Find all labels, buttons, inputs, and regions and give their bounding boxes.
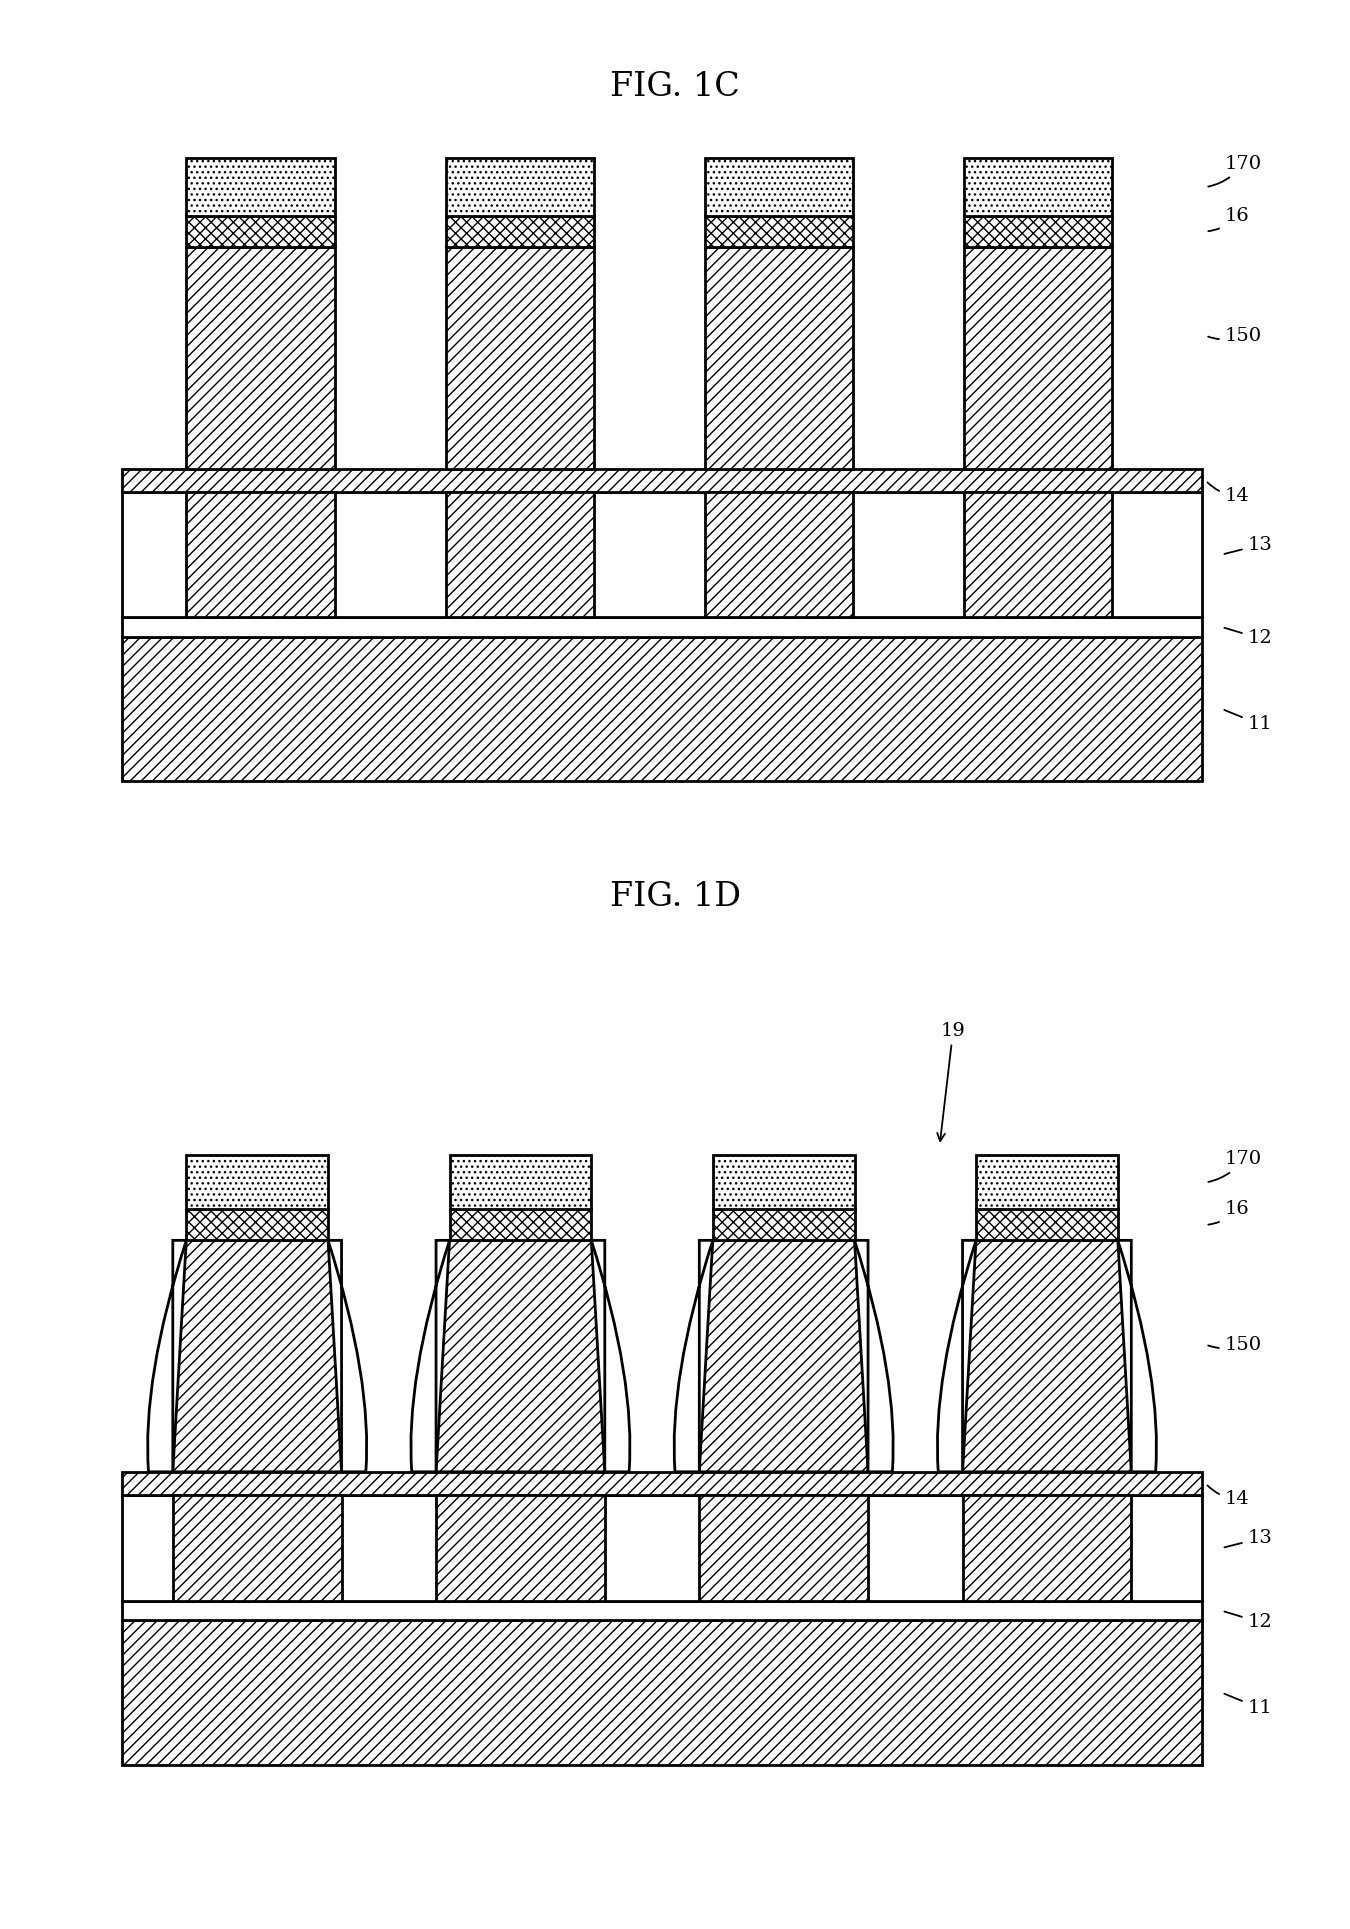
PathPatch shape xyxy=(937,1240,976,1472)
Text: 11: 11 xyxy=(1224,710,1272,733)
Bar xyxy=(122,637,1202,781)
Bar xyxy=(699,1495,868,1601)
PathPatch shape xyxy=(328,1240,367,1472)
Bar xyxy=(976,1155,1118,1209)
Polygon shape xyxy=(436,1240,605,1472)
Text: FIG. 1C: FIG. 1C xyxy=(610,71,740,102)
Text: 13: 13 xyxy=(1224,536,1272,554)
Bar xyxy=(450,1209,591,1240)
Bar xyxy=(964,492,1112,617)
Bar xyxy=(186,247,335,469)
Bar xyxy=(122,1620,1202,1765)
Text: 14: 14 xyxy=(1207,1485,1249,1508)
Bar xyxy=(122,469,1202,492)
Bar xyxy=(436,1495,605,1601)
Bar xyxy=(964,158,1112,216)
Bar xyxy=(446,492,594,617)
Bar xyxy=(705,247,853,469)
Bar xyxy=(446,158,594,216)
Text: 150: 150 xyxy=(1208,1335,1261,1354)
Bar xyxy=(705,158,853,216)
Bar xyxy=(446,247,594,469)
Bar xyxy=(122,617,1202,637)
Text: FIG. 1D: FIG. 1D xyxy=(609,882,741,912)
Text: 14: 14 xyxy=(1207,482,1249,505)
Bar xyxy=(122,1601,1202,1620)
PathPatch shape xyxy=(591,1240,630,1472)
Bar xyxy=(976,1209,1118,1240)
Bar xyxy=(964,216,1112,247)
Bar xyxy=(713,1209,855,1240)
Bar xyxy=(450,1155,591,1209)
Text: 170: 170 xyxy=(1208,154,1261,187)
Bar xyxy=(713,1155,855,1209)
PathPatch shape xyxy=(855,1240,894,1472)
Text: 16: 16 xyxy=(1208,1200,1249,1225)
Polygon shape xyxy=(173,1240,342,1472)
Text: 12: 12 xyxy=(1224,1611,1272,1632)
Bar xyxy=(122,492,1202,617)
Bar xyxy=(186,1209,328,1240)
Polygon shape xyxy=(699,1240,868,1472)
PathPatch shape xyxy=(1118,1240,1157,1472)
Text: 11: 11 xyxy=(1224,1694,1272,1717)
PathPatch shape xyxy=(410,1240,450,1472)
Bar xyxy=(964,247,1112,469)
PathPatch shape xyxy=(147,1240,186,1472)
Bar xyxy=(173,1495,342,1601)
Bar xyxy=(963,1495,1131,1601)
Bar xyxy=(122,1495,1202,1601)
Polygon shape xyxy=(963,1240,1131,1472)
Text: 150: 150 xyxy=(1208,326,1261,345)
Bar xyxy=(446,216,594,247)
Text: 13: 13 xyxy=(1224,1530,1272,1547)
Bar xyxy=(186,1155,328,1209)
Bar xyxy=(186,492,335,617)
Bar xyxy=(186,158,335,216)
Text: 170: 170 xyxy=(1208,1150,1261,1182)
PathPatch shape xyxy=(674,1240,713,1472)
Text: 19: 19 xyxy=(937,1022,965,1142)
Text: 12: 12 xyxy=(1224,627,1272,648)
Bar xyxy=(705,492,853,617)
Bar xyxy=(122,1472,1202,1495)
Text: 16: 16 xyxy=(1208,206,1249,231)
Bar xyxy=(705,216,853,247)
Bar xyxy=(186,216,335,247)
